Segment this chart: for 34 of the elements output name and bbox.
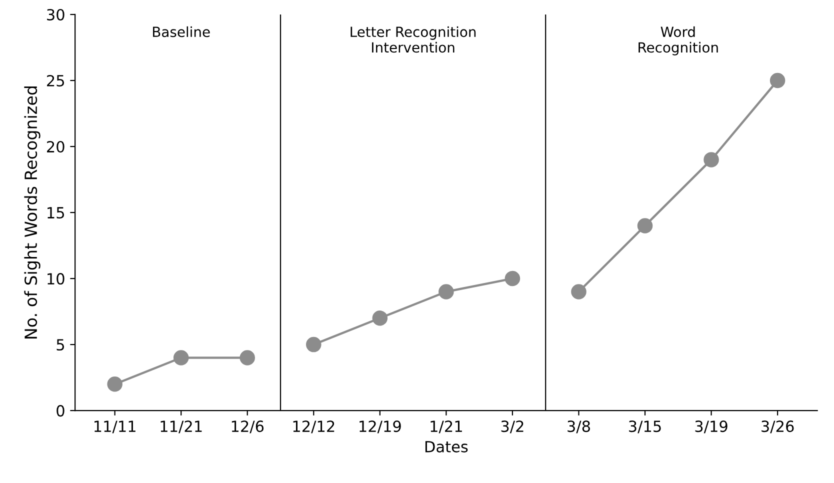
point: [504, 270, 520, 286]
x-tick-label: 12/12: [293, 420, 334, 434]
point: [770, 72, 786, 88]
y-tick-label: 10: [48, 272, 64, 285]
point: [571, 284, 586, 300]
point: [173, 350, 189, 366]
x-tick-label: 3/15: [629, 420, 661, 434]
y-tick-label: 15: [48, 207, 64, 219]
point: [372, 310, 388, 326]
y-tick-label: 20: [47, 140, 64, 153]
x-axis-title: Dates: [425, 441, 468, 452]
y-tick-label: 5: [56, 339, 64, 351]
x-tick-label: 3/26: [762, 420, 794, 434]
annotation: Baseline: [153, 26, 210, 38]
point: [704, 152, 719, 168]
y-tick-label: 30: [47, 8, 64, 21]
annotation: Word Recognition: [638, 26, 718, 56]
y-tick-label: 0: [56, 405, 64, 417]
x-tick-label: 11/21: [160, 420, 202, 434]
x-tick-label: 3/2: [501, 420, 524, 434]
point: [306, 336, 322, 352]
x-tick-label: 3/8: [568, 420, 590, 434]
point: [107, 376, 122, 392]
y-tick-label: 25: [47, 74, 64, 87]
x-tick-label: 1/21: [430, 420, 462, 434]
x-tick-label: 12/6: [232, 420, 264, 434]
x-tick-label: 12/19: [360, 420, 401, 434]
x-tick-label: 11/11: [94, 420, 136, 434]
y-axis-title: No. of Sight Words Recognized: [24, 86, 40, 338]
x-tick-label: 3/19: [695, 420, 728, 434]
point: [438, 284, 454, 300]
point: [637, 218, 653, 234]
annotation: Letter Recognition Intervention: [350, 26, 476, 53]
point: [240, 350, 256, 366]
